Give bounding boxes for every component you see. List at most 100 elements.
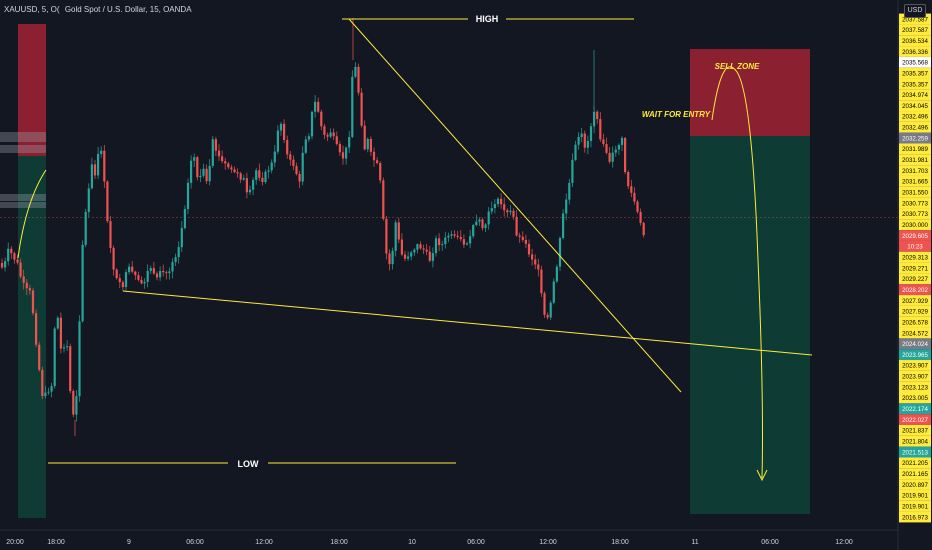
candle-body [527, 243, 531, 255]
price-label-bg [899, 479, 931, 490]
price-label-bg [899, 132, 931, 144]
price-label: 10:23 [907, 244, 923, 251]
candle-body [168, 271, 171, 274]
left-curve-arrow [17, 169, 47, 259]
candle-body [329, 132, 332, 137]
candle-body [10, 248, 13, 254]
candle-body [444, 237, 447, 245]
low-label: LOW [238, 459, 259, 469]
candle-body [543, 293, 546, 315]
candle-body [131, 266, 134, 272]
candle-body [602, 139, 605, 145]
candle-body [345, 147, 348, 159]
price-label-bg [899, 186, 931, 198]
price-label: 2037.587 [902, 16, 928, 23]
projection-arrow-head [756, 469, 768, 482]
price-label: 2029.605 [902, 233, 928, 240]
price-label: 2035.568 [902, 60, 928, 67]
price-label-bg [899, 219, 931, 231]
candle-body [81, 244, 84, 322]
currency-button[interactable]: USD [904, 4, 926, 18]
candle-body [456, 235, 459, 237]
price-label: 2031.665 [902, 179, 928, 186]
candle-body [248, 189, 252, 193]
candle-body [109, 221, 112, 248]
candle-body [106, 181, 109, 222]
candle-body [487, 211, 490, 225]
candle-body [295, 165, 298, 174]
price-label: 2036.336 [902, 49, 928, 56]
price-label: 2020.897 [902, 482, 928, 489]
candle-body [155, 273, 159, 278]
price-label-bg [899, 392, 931, 404]
price-label-bg [899, 154, 931, 166]
candle-body [286, 140, 289, 155]
time-tick-label: 12:00 [835, 539, 853, 546]
candle-body [630, 186, 633, 193]
price-label: 2019.901 [902, 493, 928, 500]
candle-body [555, 266, 558, 282]
high-label: HIGH [476, 14, 499, 24]
candle-body [633, 192, 636, 202]
price-label-bg [899, 175, 931, 187]
candle-body [348, 136, 351, 148]
price-label-bg [899, 230, 931, 241]
descending-trendline [348, 18, 682, 393]
time-tick-label: 18:00 [611, 539, 629, 546]
price-label: 2034.045 [902, 103, 928, 110]
candle-body [583, 133, 586, 148]
candle-body [624, 137, 627, 173]
candle-body [627, 172, 630, 187]
candle-body [72, 391, 75, 415]
candle-body [208, 165, 211, 182]
candle-body [53, 328, 56, 387]
candle-body [174, 257, 177, 263]
price-label: 2030.000 [902, 222, 928, 229]
candle-body [50, 386, 53, 392]
candle-body [90, 164, 93, 189]
candle-body [363, 125, 366, 150]
candle-body [239, 173, 242, 180]
candle-body [230, 167, 233, 170]
candle-body [227, 163, 230, 168]
candle-body [196, 157, 199, 178]
candle-body [509, 210, 512, 213]
candle-body [41, 369, 44, 397]
candle-body [87, 188, 90, 212]
candle-body [332, 132, 335, 137]
price-label: 2023.123 [902, 384, 928, 391]
candle-body [214, 139, 217, 151]
wait-for-entry-label: WAIT FOR ENTRY [642, 110, 711, 119]
candle-body [112, 247, 115, 270]
candle-body [171, 262, 174, 272]
candle-body [490, 208, 493, 212]
price-label: 2035.357 [902, 70, 928, 77]
candle-body [267, 170, 270, 172]
price-label-bg [899, 284, 931, 296]
candle-body [162, 270, 165, 273]
candle-body [366, 138, 369, 150]
candle-body [292, 159, 295, 166]
candle-body [394, 222, 397, 251]
price-label: 2032.496 [902, 114, 928, 121]
candle-body [44, 392, 47, 397]
candle-body [19, 262, 22, 277]
price-label-bg [899, 403, 931, 415]
candle-body [531, 254, 534, 260]
price-label-bg [899, 414, 931, 425]
price-label: 2030.773 [902, 211, 928, 218]
candle-body [69, 346, 72, 392]
candle-body [75, 396, 78, 415]
candle-body [283, 123, 286, 141]
candle-body [134, 271, 137, 276]
candle-body [397, 222, 400, 240]
price-label-bg [899, 13, 931, 25]
candle-body [605, 144, 608, 153]
symbol-header[interactable]: XAUUSD, 5, O( Gold Spot / U.S. Dollar, 1… [4, 5, 195, 14]
price-label-bg [899, 208, 931, 220]
candle-body [596, 111, 599, 120]
price-label: 2021.513 [902, 449, 928, 456]
candle-body [258, 170, 261, 178]
